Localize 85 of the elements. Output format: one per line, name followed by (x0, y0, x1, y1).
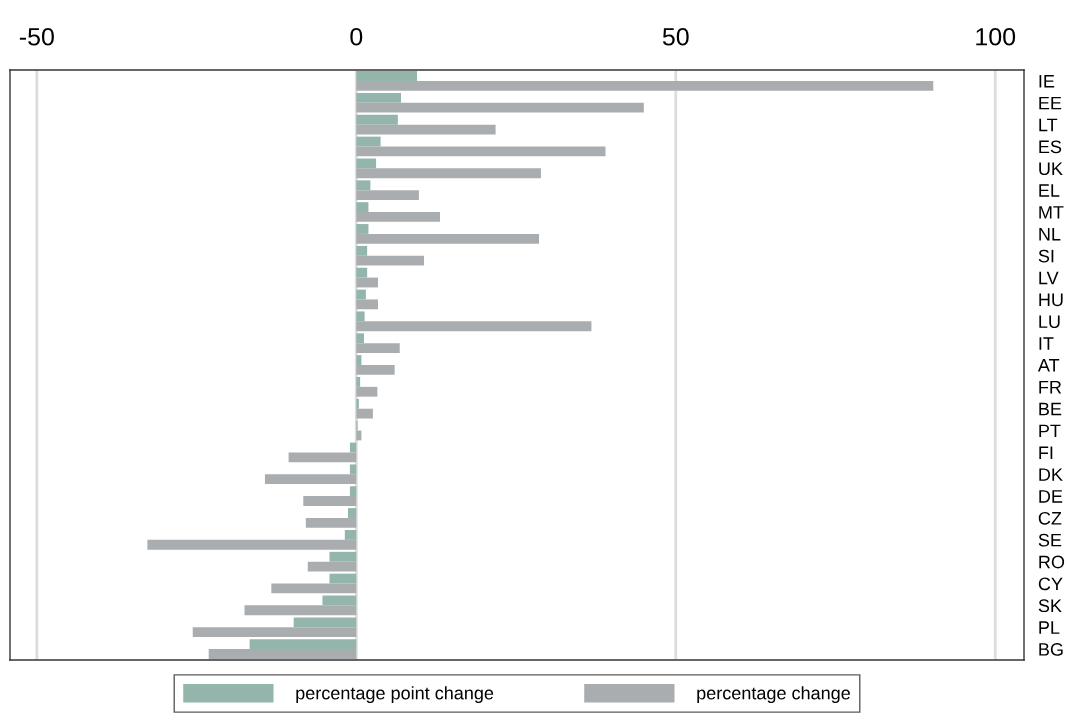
bar (356, 136, 381, 147)
y-tick-label: UK (1039, 162, 1063, 176)
y-tick-label: MT (1039, 206, 1064, 219)
legend-label: percentage change (697, 686, 850, 704)
bar (329, 573, 357, 584)
y-tick-label: PT (1039, 424, 1061, 438)
y-tick-label: LU (1039, 315, 1060, 329)
bar (356, 202, 369, 213)
bar (356, 255, 425, 266)
bar (356, 333, 364, 344)
bar (349, 486, 357, 497)
y-tick-label: NL (1039, 228, 1061, 241)
x-tick-label: 0 (350, 27, 363, 46)
y-tick-label: BE (1039, 402, 1062, 416)
y-tick-label: FR (1039, 380, 1062, 394)
bar (356, 430, 362, 441)
bar (356, 180, 371, 191)
bar (329, 551, 357, 562)
bar (356, 386, 378, 397)
bar (356, 289, 366, 300)
bar (356, 233, 540, 244)
bar (356, 224, 369, 234)
y-tick-label: DK (1039, 468, 1063, 481)
y-tick-label: IT (1039, 337, 1054, 350)
y-tick-label: EE (1039, 96, 1062, 110)
bar (322, 595, 357, 606)
bar (288, 452, 357, 463)
bar (356, 146, 606, 157)
bar (356, 71, 418, 81)
x-tick-label: 50 (662, 27, 689, 46)
bar (249, 639, 357, 650)
legend-label: percentage point change (296, 686, 494, 704)
bar (356, 311, 365, 322)
y-tick-label: LT (1039, 118, 1058, 132)
x-tick-label: -50 (19, 27, 54, 46)
bar (305, 517, 357, 528)
y-tick-label: RO (1039, 555, 1065, 569)
bar (356, 377, 361, 387)
y-tick-label: PL (1039, 621, 1060, 634)
y-tick-label: AT (1037, 359, 1060, 372)
bar (348, 508, 357, 518)
y-tick-label: ES (1039, 140, 1062, 154)
bar (356, 408, 373, 419)
bar (356, 267, 368, 278)
bar (356, 299, 379, 310)
bar (356, 80, 934, 91)
bar (356, 102, 644, 113)
bar (264, 474, 357, 485)
y-tick-label: CY (1038, 577, 1063, 591)
y-tick-label: HU (1039, 293, 1063, 307)
bar (147, 539, 357, 550)
bar (293, 617, 357, 628)
bar (244, 605, 357, 616)
bar (344, 529, 357, 540)
y-tick-label: FI (1039, 446, 1053, 459)
bar (356, 365, 395, 375)
bar (271, 583, 357, 594)
bar (192, 627, 357, 638)
bar (349, 464, 357, 475)
bar (356, 114, 398, 125)
bar (356, 92, 402, 103)
y-tick-label: CZ (1038, 511, 1062, 525)
y-tick-label: DE (1039, 490, 1063, 503)
bar (303, 496, 357, 506)
bar (356, 190, 419, 201)
bar (356, 158, 377, 169)
bar (356, 124, 496, 135)
bar (356, 245, 368, 256)
bar (356, 321, 592, 332)
y-tick-label: SI (1038, 249, 1054, 263)
bar (307, 561, 357, 572)
bar (356, 212, 441, 222)
y-tick-label: SK (1038, 599, 1062, 613)
y-tick-label: LV (1039, 271, 1059, 285)
bar (356, 343, 400, 353)
y-tick-label: SE (1038, 533, 1062, 547)
bar (356, 355, 362, 365)
y-tick-label: EL (1039, 184, 1060, 197)
bar (356, 398, 359, 409)
bar (208, 649, 357, 659)
bar (356, 168, 541, 179)
y-tick-label: IE (1039, 75, 1055, 88)
x-tick-label: 100 (976, 27, 1016, 46)
y-tick-label: BG (1039, 643, 1063, 656)
bar (356, 277, 379, 288)
